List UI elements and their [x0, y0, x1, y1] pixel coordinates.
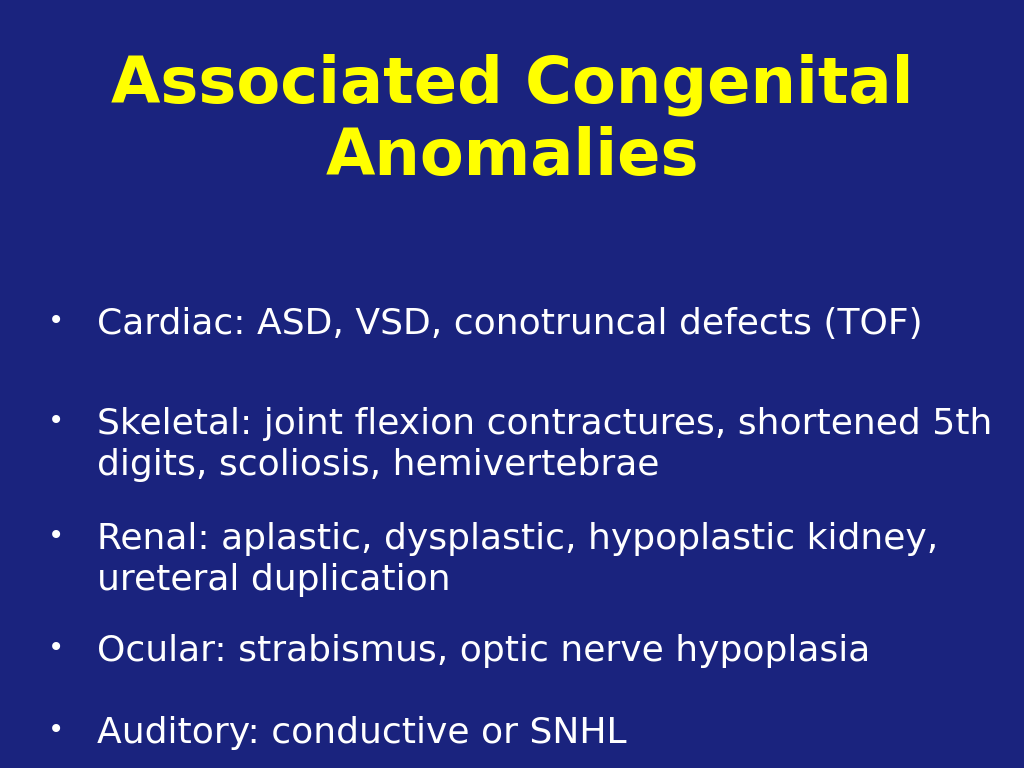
- Text: •: •: [48, 522, 65, 550]
- Text: •: •: [48, 407, 65, 435]
- Text: •: •: [48, 634, 65, 661]
- Text: Skeletal: joint flexion contractures, shortened 5th
digits, scoliosis, hemiverte: Skeletal: joint flexion contractures, sh…: [97, 407, 992, 482]
- Text: Associated Congenital
Anomalies: Associated Congenital Anomalies: [111, 54, 913, 188]
- Text: Renal: aplastic, dysplastic, hypoplastic kidney,
ureteral duplication: Renal: aplastic, dysplastic, hypoplastic…: [97, 522, 939, 597]
- Text: Auditory: conductive or SNHL: Auditory: conductive or SNHL: [97, 716, 627, 750]
- Text: Cardiac: ASD, VSD, conotruncal defects (TOF): Cardiac: ASD, VSD, conotruncal defects (…: [97, 307, 923, 341]
- Text: •: •: [48, 716, 65, 743]
- Text: Ocular: strabismus, optic nerve hypoplasia: Ocular: strabismus, optic nerve hypoplas…: [97, 634, 870, 667]
- Text: •: •: [48, 307, 65, 335]
